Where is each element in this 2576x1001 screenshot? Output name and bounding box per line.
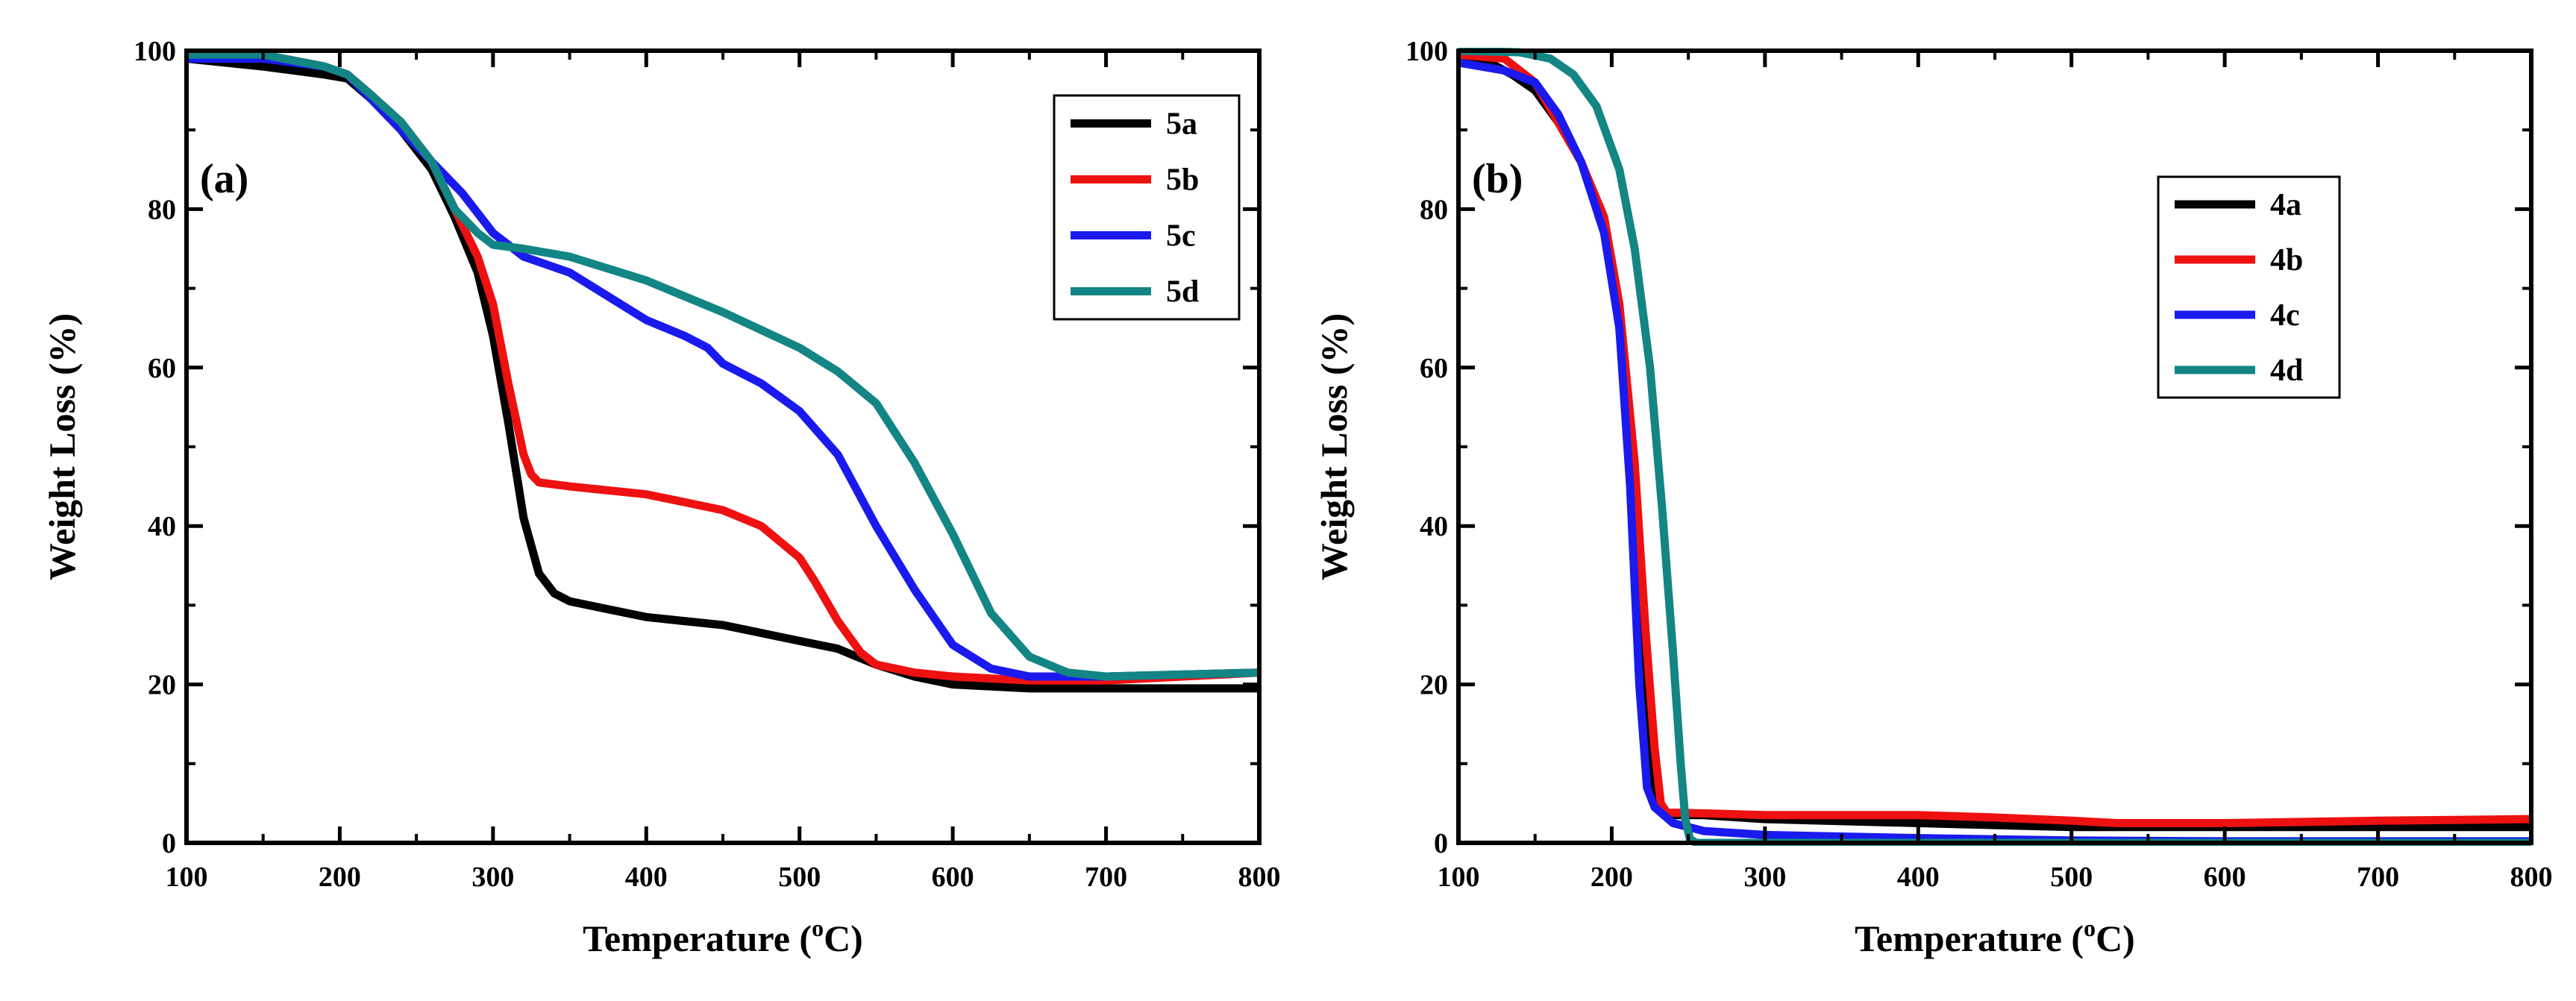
- y-tick-label: 80: [148, 194, 176, 225]
- x-tick-label: 500: [778, 862, 821, 893]
- series-line-4d: [1458, 48, 2531, 846]
- y-tick-label: 80: [1420, 194, 1448, 225]
- x-tick-label: 300: [471, 862, 514, 893]
- legend-box: [2157, 175, 2341, 399]
- legend: 5a 5b 5c 5d: [1053, 94, 1241, 321]
- x-axis-title: Temperature (oC): [1855, 914, 2135, 959]
- y-tick-label: 20: [1420, 670, 1448, 701]
- series-group: [1458, 48, 2531, 846]
- panel-label: (a): [200, 156, 248, 202]
- y-tick-label: 100: [1405, 36, 1448, 67]
- y-tick-label: 20: [148, 670, 176, 701]
- x-tick-label: 600: [2204, 862, 2246, 893]
- x-tick-label: 700: [1085, 862, 1127, 893]
- legend-label-5d: 5d: [1166, 275, 1199, 310]
- legend-label-5c: 5c: [1166, 219, 1196, 254]
- y-tick-label: 40: [148, 511, 176, 542]
- panel-label: (b): [1472, 156, 1523, 202]
- legend-label-5b: 5b: [1166, 163, 1199, 198]
- legend-label-4a: 4a: [2270, 188, 2301, 222]
- x-tick-label: 800: [2510, 862, 2553, 893]
- legend-label-4d: 4d: [2270, 354, 2303, 388]
- x-tick-label: 400: [625, 862, 668, 893]
- x-tick-label: 800: [1238, 862, 1281, 893]
- y-tick-label: 0: [1434, 828, 1448, 859]
- chart-panel-a: 100 200 300 400 500 600 700 800 0 20 40 60 80 100 Temp…: [41, 36, 1281, 959]
- x-tick-label: 100: [166, 862, 208, 893]
- x-tick-label: 200: [1591, 862, 1633, 893]
- x-tick-label: 700: [2357, 862, 2399, 893]
- legend-box: [1053, 94, 1241, 321]
- x-tick-label: 300: [1743, 862, 1786, 893]
- x-axis-title: Temperature (oC): [583, 914, 863, 959]
- chart-panel-b: 100 200 300 400 500 600 700 800 0 20 40 60 80 100 Temp…: [1313, 36, 2553, 959]
- y-tick-label: 60: [1420, 353, 1448, 384]
- y-axis-title: Weight Loss (%): [41, 313, 83, 580]
- series-group: [187, 50, 1259, 693]
- x-tick-label: 500: [2050, 862, 2093, 893]
- y-tick-label: 0: [162, 828, 176, 859]
- legend-label-5a: 5a: [1166, 107, 1197, 142]
- series-line-5d: [187, 50, 1259, 681]
- x-tick-label: 200: [319, 862, 361, 893]
- legend: 4a 4b 4c 4d: [2157, 175, 2341, 399]
- y-tick-label: 60: [148, 353, 176, 384]
- y-axis-title: Weight Loss (%): [1313, 313, 1355, 580]
- x-tick-label: 100: [1438, 862, 1480, 893]
- series-line-4c: [1458, 58, 2531, 846]
- legend-label-4c: 4c: [2270, 298, 2300, 333]
- y-tick-label: 40: [1420, 511, 1448, 542]
- x-tick-label: 600: [932, 862, 974, 893]
- x-tick-label: 400: [1897, 862, 1940, 893]
- y-tick-label: 100: [134, 36, 176, 67]
- legend-label-4b: 4b: [2270, 243, 2303, 277]
